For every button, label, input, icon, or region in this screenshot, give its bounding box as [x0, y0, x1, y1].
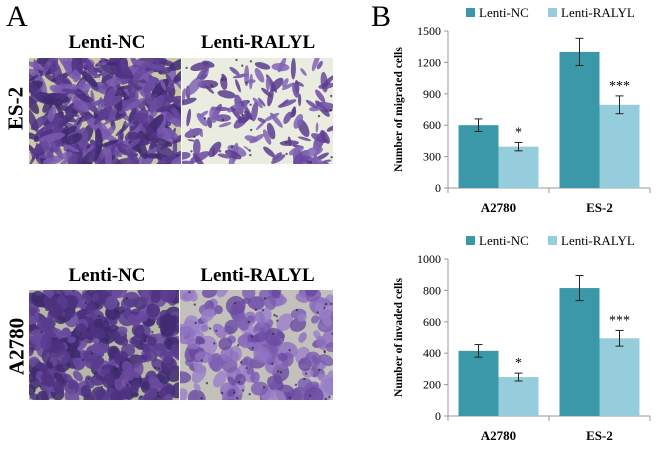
invasion-bar-ES-2-ralyl [599, 338, 640, 416]
es2-lenti-ralyl-label: Lenti-RALYL [200, 32, 316, 53]
es2-lenti-nc-micrograph [29, 58, 181, 164]
a2780-lenti-nc-label: Lenti-NC [68, 265, 146, 286]
migration-y-tick-label: 600 [423, 118, 441, 132]
invasion-significance-mark: *** [609, 313, 630, 328]
a2780-lenti-nc-micrograph [29, 290, 179, 400]
migration-significance-mark: *** [609, 79, 630, 94]
a2780-lenti-ralyl-micrograph [180, 290, 333, 400]
panel-b-letter: B [371, 0, 392, 33]
migration-bar-A2780-ralyl [498, 146, 539, 188]
panel-a-letter: A [6, 0, 28, 33]
cell-stain-pattern [29, 58, 181, 164]
invasion-y-tick-label: 400 [423, 346, 441, 360]
migration-legend-label-0: Lenti-NC [479, 5, 529, 20]
migration-x-label-A2780: A2780 [481, 200, 516, 215]
migration-y-tick-label: 900 [423, 87, 441, 101]
migration-y-axis-label: Number of migrated cells [393, 47, 405, 172]
migration-bar-ES-2-ralyl [599, 104, 640, 188]
invasion-legend: Lenti-NC Lenti-RALYL [466, 233, 635, 248]
migration-legend-label-1: Lenti-RALYL [561, 5, 635, 20]
cell-stain-pattern [182, 58, 333, 164]
invasion-bar-chart: Lenti-NC Lenti-RALYL 0 200 400 600 800 1000 Numb… [393, 233, 651, 443]
a2780-row-label: A2780 [4, 317, 29, 376]
es2-lenti-nc-label: Lenti-NC [68, 32, 146, 53]
migration-y-tick-label: 300 [423, 150, 441, 164]
invasion-y-tick-label: 1000 [417, 252, 441, 266]
migration-legend: Lenti-NC Lenti-RALYL [466, 5, 635, 20]
migration-y-tick-label: 0 [435, 181, 441, 195]
invasion-y-tick-label: 0 [435, 409, 441, 423]
migration-x-label-ES-2: ES-2 [586, 200, 613, 215]
invasion-bar-A2780-ralyl [498, 377, 539, 416]
invasion-legend-label-1: Lenti-RALYL [561, 233, 635, 248]
es2-lenti-ralyl-micrograph [182, 58, 333, 164]
es2-row-label: ES-2 [3, 86, 28, 131]
migration-legend-swatch-0 [466, 8, 475, 17]
migration-legend-swatch-1 [548, 8, 557, 17]
invasion-bar-ES-2-nc [559, 288, 600, 416]
invasion-x-label-ES-2: ES-2 [586, 428, 613, 443]
migration-bar-chart: Lenti-NC Lenti-RALYL 0 300 600 900 1200 1500 Num… [393, 5, 651, 215]
invasion-y-tick-label: 800 [423, 283, 441, 297]
a2780-lenti-ralyl-label: Lenti-RALYL [200, 265, 315, 286]
cell-stain-pattern [29, 290, 179, 400]
invasion-y-axis-label: Number of invaded cells [393, 278, 405, 397]
cell-stain-pattern [180, 290, 333, 400]
migration-bar-A2780-nc [458, 125, 499, 188]
migration-y-tick-label: 1500 [417, 24, 441, 38]
invasion-legend-label-0: Lenti-NC [479, 233, 529, 248]
invasion-legend-swatch-0 [466, 236, 475, 245]
invasion-y-tick-label: 200 [423, 378, 441, 392]
invasion-legend-swatch-1 [548, 236, 557, 245]
invasion-y-tick-label: 600 [423, 315, 441, 329]
migration-bar-ES-2-nc [559, 51, 600, 188]
migration-significance-mark: * [515, 125, 522, 140]
invasion-bar-A2780-nc [458, 350, 499, 416]
invasion-x-label-A2780: A2780 [481, 428, 516, 443]
migration-y-tick-label: 1200 [417, 55, 441, 69]
invasion-significance-mark: * [515, 356, 522, 371]
